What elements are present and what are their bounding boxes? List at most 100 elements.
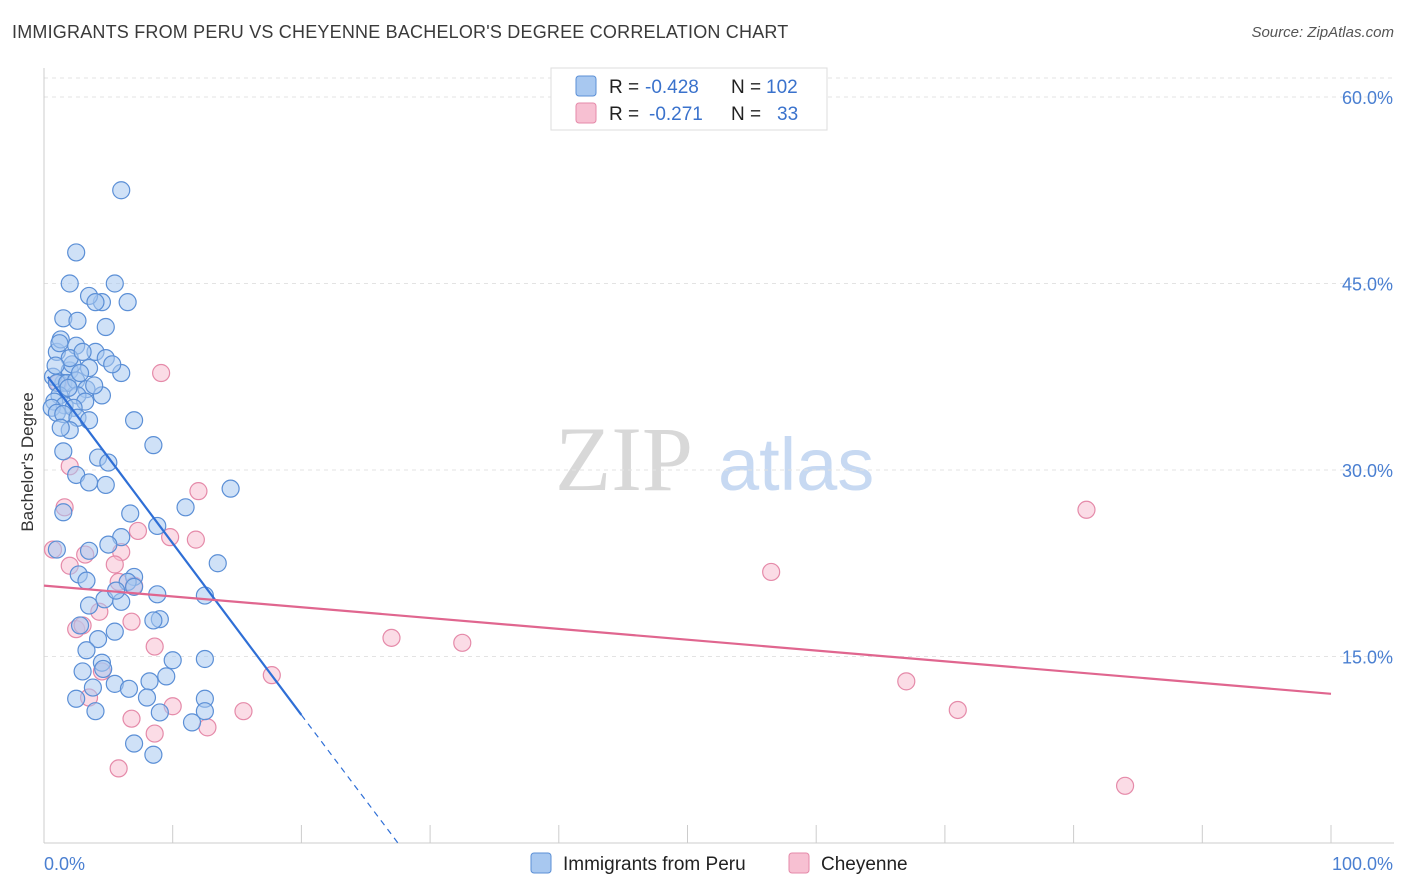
y-tick-label: 45.0% — [1342, 275, 1393, 295]
data-point-peru — [144, 611, 163, 630]
data-point-peru — [54, 442, 73, 461]
data-point-peru — [86, 293, 105, 312]
data-point-peru — [79, 411, 99, 430]
source-label: Source: ZipAtlas.com — [1251, 24, 1394, 41]
data-point-cheyenne — [128, 521, 148, 541]
legend-swatch-cheyenne — [575, 102, 597, 124]
legend-n-label: N = — [731, 77, 761, 98]
watermark-atlas: atlas — [718, 423, 874, 506]
data-point-peru — [67, 243, 86, 262]
data-point-peru — [119, 679, 139, 698]
data-point-peru — [79, 541, 99, 560]
x-tick-label: 100.0% — [1332, 854, 1393, 874]
watermark-zip: ZIP — [555, 408, 693, 510]
data-point-cheyenne — [189, 482, 208, 501]
data-point-peru — [79, 473, 99, 492]
data-point-peru — [121, 504, 140, 523]
y-tick-label: 15.0% — [1342, 648, 1393, 668]
data-point-cheyenne — [105, 555, 124, 574]
legend-label-peru: Immigrants from Peru — [563, 854, 746, 875]
x-tick-label: 0.0% — [44, 854, 85, 874]
data-point-peru — [118, 293, 137, 312]
watermark: ZIP atlas — [555, 408, 874, 510]
data-point-cheyenne — [186, 530, 205, 549]
data-point-peru — [144, 745, 163, 764]
data-point-peru — [50, 334, 69, 353]
data-point-peru — [124, 577, 144, 596]
data-point-peru — [68, 311, 87, 330]
tick-labels: 15.0% 30.0% 45.0% 60.0% 0.0% 100.0% — [44, 88, 1393, 874]
data-point-cheyenne — [453, 633, 472, 652]
data-point-peru — [144, 436, 163, 455]
trend-lines — [43, 376, 1332, 844]
data-point-peru — [182, 713, 202, 732]
legend-n-value-peru: 102 — [766, 77, 798, 98]
data-point-cheyenne — [948, 700, 967, 720]
data-point-peru — [79, 596, 99, 615]
data-point-peru — [137, 688, 157, 707]
data-point-peru — [150, 703, 169, 722]
data-point-cheyenne — [897, 672, 916, 691]
data-point-cheyenne — [152, 363, 171, 383]
data-point-peru — [46, 356, 65, 375]
data-point-peru — [67, 689, 86, 708]
data-point-cheyenne — [1077, 500, 1096, 519]
data-point-peru — [124, 734, 144, 753]
data-point-cheyenne — [145, 724, 164, 743]
series-legend: Immigrants from Peru Cheyenne — [530, 852, 908, 875]
data-point-peru — [96, 475, 115, 495]
data-point-peru — [103, 355, 122, 374]
data-point-peru — [86, 702, 105, 721]
data-point-cheyenne — [762, 562, 781, 582]
data-point-peru — [70, 363, 90, 383]
trend-line-peru — [46, 376, 303, 716]
data-point-peru — [112, 181, 131, 200]
legend-r-value-peru: -0.428 — [645, 77, 699, 98]
data-point-peru — [99, 453, 118, 472]
data-point-peru — [148, 516, 167, 536]
gridlines — [44, 77, 1394, 657]
legend-swatch-peru — [575, 75, 597, 97]
data-point-peru — [73, 342, 92, 361]
data-point-peru — [83, 678, 103, 697]
data-point-peru — [73, 662, 92, 681]
y-axis-label: Bachelor's Degree — [18, 392, 37, 531]
data-point-peru — [105, 622, 124, 641]
data-point-peru — [208, 554, 227, 573]
data-point-peru — [77, 571, 96, 590]
trend-line-cheyenne — [43, 584, 1332, 695]
data-point-peru — [54, 503, 73, 522]
data-point-peru — [176, 498, 195, 517]
data-point-peru — [77, 641, 96, 660]
data-point-peru — [47, 540, 66, 559]
data-point-peru — [157, 667, 176, 686]
data-point-peru — [59, 378, 78, 398]
data-point-peru — [221, 479, 240, 498]
y-tick-label: 60.0% — [1342, 88, 1393, 108]
data-point-cheyenne — [122, 612, 141, 631]
data-point-peru — [195, 649, 214, 669]
y-tick-label: 30.0% — [1342, 461, 1393, 481]
data-point-peru — [60, 274, 79, 293]
data-point-peru — [94, 659, 113, 679]
data-point-cheyenne — [234, 702, 253, 721]
data-point-peru — [99, 535, 118, 554]
correlation-legend: R = -0.428 N = 102 R = -0.271 N = 33 — [550, 67, 828, 131]
data-point-peru — [195, 702, 214, 721]
axes — [43, 68, 1394, 844]
data-point-cheyenne — [109, 759, 128, 778]
data-point-cheyenne — [382, 628, 401, 647]
data-point-peru — [88, 629, 108, 649]
legend-r-label: R = — [609, 104, 639, 125]
legend-r-label: R = — [609, 77, 639, 98]
data-point-cheyenne — [145, 637, 164, 656]
data-point-peru — [124, 411, 144, 430]
data-point-peru — [96, 317, 115, 337]
data-point-peru — [51, 418, 70, 437]
data-point-cheyenne — [1115, 776, 1135, 795]
data-point-peru — [85, 376, 104, 395]
chart-title: IMMIGRANTS FROM PERU VS CHEYENNE BACHELO… — [12, 22, 789, 42]
legend-swatch-peru — [530, 852, 552, 874]
data-point-peru — [140, 672, 159, 691]
